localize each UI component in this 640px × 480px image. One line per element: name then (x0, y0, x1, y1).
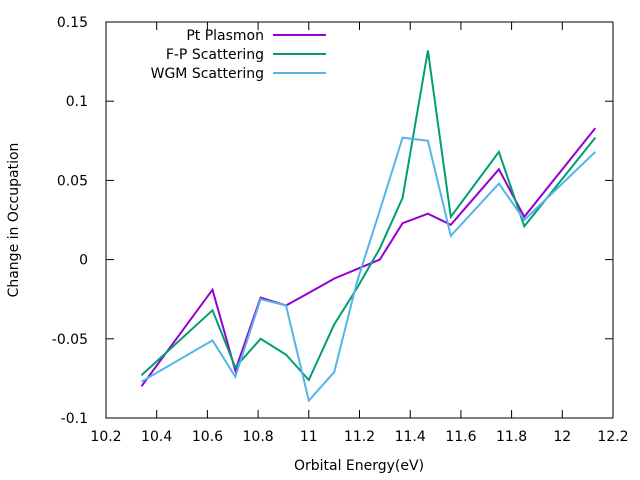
series-line-wgm-scattering (140, 136, 596, 403)
series-lines (140, 50, 597, 403)
x-tick-label: 12 (553, 429, 571, 445)
y-tick-label: 0.1 (66, 94, 88, 110)
y-tick-label: 0.15 (57, 15, 88, 31)
y-tick-label: 0 (79, 253, 88, 269)
y-tick-labels: -0.1 -0.05 0 0.05 0.1 0.15 (52, 15, 88, 427)
x-tick-label: 11 (300, 429, 318, 445)
series-line-pt-plasmon (140, 127, 597, 387)
x-tick-label: 11.8 (496, 429, 527, 445)
x-tick-label: 10.4 (141, 429, 172, 445)
y-tick-label: -0.1 (61, 411, 88, 427)
x-tick-label: 12.2 (597, 429, 628, 445)
legend-label-pt-plasmon: Pt Plasmon (186, 28, 264, 44)
x-tick-label: 11.4 (395, 429, 426, 445)
legend: Pt Plasmon F-P Scattering WGM Scattering (151, 28, 326, 82)
x-tick-label: 10.6 (192, 429, 223, 445)
legend-label-wgm-scattering: WGM Scattering (151, 66, 264, 82)
x-tick-label: 11.2 (344, 429, 375, 445)
y-tick-label: 0.05 (57, 173, 88, 189)
tick-marks (105, 21, 614, 419)
x-tick-label: 10.8 (243, 429, 274, 445)
legend-label-f-p-scattering: F-P Scattering (166, 47, 264, 63)
x-axis-label: Orbital Energy(eV) (294, 458, 424, 474)
series-line-f-p-scattering (140, 50, 597, 382)
x-tick-labels: 10.2 10.4 10.6 10.8 11 11.2 11.4 11.6 11.8 12 12.2 (90, 429, 628, 445)
x-tick-label: 10.2 (90, 429, 121, 445)
x-tick-label: 11.6 (445, 429, 476, 445)
y-tick-label: -0.05 (52, 332, 88, 348)
y-axis-label: Change in Occupation (6, 143, 22, 298)
